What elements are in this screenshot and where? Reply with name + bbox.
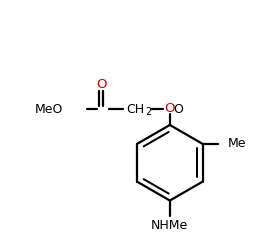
Text: O: O [96,78,106,91]
Text: CH: CH [126,103,144,116]
Text: Me: Me [227,137,246,150]
Text: O: O [173,103,183,116]
Text: NHMe: NHMe [151,219,188,232]
Text: O: O [165,102,175,115]
Text: 2: 2 [145,107,151,117]
Text: MeO: MeO [35,103,63,116]
